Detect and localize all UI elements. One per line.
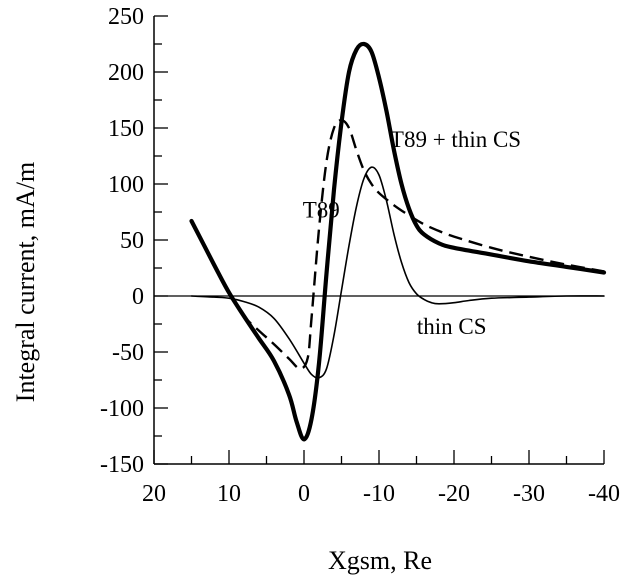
- annotation-label: T89 + thin CS: [390, 127, 521, 152]
- axis-ticks: [153, 15, 605, 465]
- series-line-dashed: [190, 119, 605, 370]
- series-line-thick: [189, 41, 607, 442]
- y-axis-title: Integral current, mA/m: [11, 162, 40, 402]
- y-tick-label: 200: [108, 60, 144, 86]
- x-tick-label: -40: [588, 481, 620, 507]
- y-tick-label: -50: [112, 340, 144, 366]
- x-tick-label: -30: [513, 481, 545, 507]
- annotations: T89 + thin CS T89 thin CS: [303, 127, 521, 339]
- annotation-label: T89: [303, 198, 340, 223]
- x-tick-label: 0: [298, 481, 310, 507]
- tick-labels: 20 10 0 -10 -20 -30 -40250200150100500-50-100-…: [100, 4, 620, 507]
- series-line-thin: [190, 166, 605, 379]
- annotation-label: thin CS: [417, 314, 487, 339]
- y-tick-label: -150: [100, 452, 144, 478]
- y-tick-label: 150: [108, 116, 144, 142]
- y-tick-label: 0: [132, 284, 144, 310]
- x-tick-label: -20: [438, 481, 470, 507]
- x-tick-label: 20: [142, 481, 166, 507]
- y-tick-label: 50: [120, 228, 144, 254]
- x-axis-title: Xgsm, Re: [328, 546, 432, 575]
- series-group: [189, 41, 607, 442]
- plot-area: 20 10 0 -10 -20 -30 -40250200150100500-50-100-…: [100, 4, 620, 507]
- y-tick-label: 100: [108, 172, 144, 198]
- y-tick-label: -100: [100, 396, 144, 422]
- x-tick-label: -10: [363, 481, 395, 507]
- y-tick-label: 250: [108, 4, 144, 30]
- x-tick-label: 10: [217, 481, 241, 507]
